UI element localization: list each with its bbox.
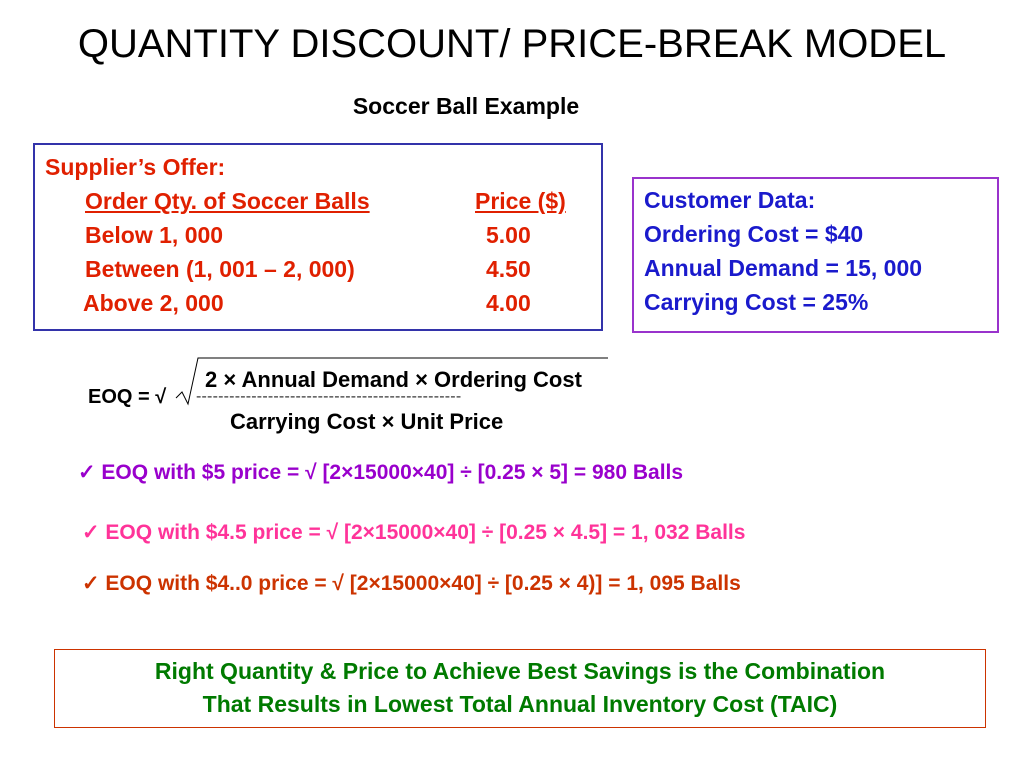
annual-demand: Annual Demand = 15, 000 [644, 255, 923, 281]
square-root-symbol [175, 357, 608, 406]
summary-box: Right Quantity & Price to Achieve Best S… [54, 649, 986, 728]
eoq-result-4: ✓ EOQ with $4..0 price = √ [2×15000×40] … [82, 572, 741, 595]
customer-data-heading: Customer Data: [644, 187, 816, 213]
summary-line-2: That Results in Lowest Total Annual Inve… [202, 691, 838, 717]
tier-price: 5.00 [486, 222, 531, 248]
formula-divider: ----------------------------------------… [196, 388, 462, 405]
carrying-cost: Carrying Cost = 25% [644, 289, 869, 315]
tier-qty: Above 2, 000 [83, 290, 224, 316]
page-subtitle: Soccer Ball Example [352, 93, 580, 119]
supplier-offer-heading: Supplier’s Offer: [45, 154, 226, 180]
tier-price: 4.00 [486, 290, 531, 316]
formula-numerator: 2 × Annual Demand × Ordering Cost [205, 367, 582, 392]
page-title: QUANTITY DISCOUNT/ PRICE-BREAK MODEL [77, 22, 947, 66]
tier-qty: Below 1, 000 [85, 222, 224, 248]
formula-denominator: Carrying Cost × Unit Price [230, 409, 504, 434]
ordering-cost: Ordering Cost = $40 [644, 221, 864, 247]
eoq-result-4-5: ✓ EOQ with $4.5 price = √ [2×15000×40] ÷… [82, 521, 746, 544]
eoq-label: EOQ = √ [88, 386, 167, 408]
summary-line-1: Right Quantity & Price to Achieve Best S… [154, 658, 886, 684]
eoq-result-5: ✓ EOQ with $5 price = √ [2×15000×40] ÷ [… [78, 461, 684, 484]
price-column-header: Price ($) [475, 188, 566, 214]
tier-price: 4.50 [486, 256, 531, 282]
customer-data-box: Customer Data: Ordering Cost = $40 Annua… [632, 177, 999, 333]
qty-column-header: Order Qty. of Soccer Balls [85, 188, 370, 214]
supplier-offer-box: Supplier’s Offer: Order Qty. of Soccer B… [33, 143, 603, 331]
tier-qty: Between (1, 001 – 2, 000) [85, 256, 355, 282]
